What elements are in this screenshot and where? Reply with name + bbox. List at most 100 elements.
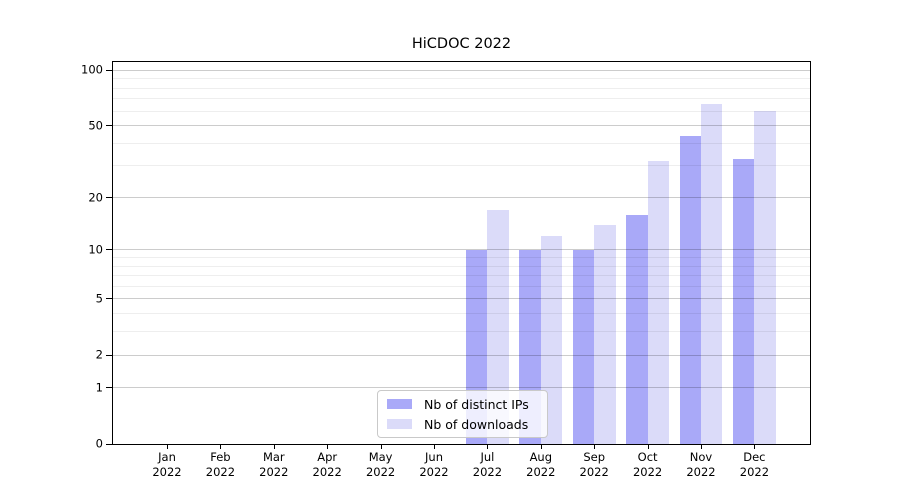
x-tick-mark [273,444,275,449]
y-gridline-minor [113,257,810,259]
y-tick-mark [106,197,113,199]
bar-distinct-ips-nov [679,135,701,444]
x-tick-month: Mar [262,450,285,464]
x-tick-year: 2022 [419,465,449,479]
y-tick-mark [106,354,113,356]
y-gridline-minor [113,265,810,267]
x-tick-label: May 2022 [351,450,411,480]
x-tick-mark [594,444,596,449]
x-tick-year: 2022 [259,465,289,479]
x-tick-mark [701,444,702,449]
legend-item-downloads: Nb of downloads [386,415,539,433]
x-tick-label: Apr 2022 [297,450,357,480]
x-tick-mark [487,444,489,449]
y-gridline-major [113,298,810,300]
bar-downloads-nov [701,103,723,444]
y-tick-label: 2 [95,347,103,362]
y-tick-label: 10 [88,242,103,257]
legend-swatch [387,419,412,429]
x-tick-label: Feb 2022 [190,450,250,480]
x-tick-month: Aug [529,450,553,464]
x-tick-year: 2022 [365,465,396,479]
y-gridline-major [113,387,810,389]
y-gridline-minor [113,98,810,100]
y-gridline-minor [113,275,810,277]
y-tick-label: 50 [88,118,103,133]
x-tick-mark [380,444,382,449]
y-gridline-minor [113,331,810,333]
x-tick-year: 2022 [739,465,770,479]
bar-downloads-jul [487,210,509,444]
x-tick-month: Jan [158,450,176,464]
x-tick-year: 2022 [632,465,663,479]
y-gridline-major [113,125,810,127]
y-gridline-minor [113,313,810,315]
y-tick-mark [106,443,113,445]
y-tick-label: 0 [95,436,103,451]
x-tick-mark [647,444,649,449]
x-tick-year: 2022 [472,465,503,479]
y-gridline-major [113,197,810,199]
y-tick-mark [106,125,113,127]
x-tick-year: 2022 [686,465,716,479]
x-tick-month: Jul [480,450,495,464]
legend: Nb of distinct IPs Nb of downloads [377,390,548,438]
x-tick-label: Jul 2022 [457,450,517,480]
y-gridline-minor [113,285,810,287]
y-gridline-minor [113,87,810,89]
y-tick-label: 5 [95,291,103,306]
x-tick-label: Nov 2022 [671,450,731,480]
y-tick-label: 100 [81,63,103,78]
x-tick-mark [434,444,435,449]
x-tick-month: May [368,450,393,464]
x-tick-label: Dec 2022 [724,450,784,480]
x-tick-label: Sep 2022 [564,450,624,480]
x-tick-label: Jan 2022 [137,450,197,480]
x-tick-label: Oct 2022 [618,450,678,480]
y-gridline-minor [113,78,810,80]
y-tick-mark [106,69,113,71]
x-tick-mark [327,444,329,449]
x-tick-month: Feb [210,450,231,464]
chart-title: HiCDOC 2022 [411,36,512,52]
bar-downloads-sep [594,224,616,444]
bar-downloads-oct [647,160,669,444]
y-gridline-major [113,354,810,356]
x-tick-label: Aug 2022 [511,450,571,480]
y-gridline-minor [113,165,810,167]
x-tick-year: 2022 [526,465,556,479]
x-tick-label: Jun 2022 [404,450,464,480]
plot-area: 0 1 2 5 10 20 50 100 Jan 2022 Feb 2022 Mar 2022 Apr 202… [81,61,811,479]
bar-downloads-dec [754,111,776,444]
x-tick-mark [167,444,168,449]
x-tick-month: Oct [637,450,658,464]
bar-distinct-ips-dec [733,158,755,444]
y-tick-mark [106,298,113,300]
x-tick-year: 2022 [579,465,609,479]
x-tick-month: Dec [743,450,766,464]
x-tick-year: 2022 [205,465,236,479]
y-tick-label: 1 [95,380,103,395]
x-tick-year: 2022 [152,465,182,479]
bar-distinct-ips-sep [572,249,595,444]
y-tick-mark [106,249,113,251]
y-gridline-major [113,69,810,71]
legend-label-downloads: Nb of downloads [424,416,529,432]
x-tick-mark [754,444,756,449]
x-tick-mark [540,444,542,449]
y-gridline-minor [113,110,810,112]
y-tick-label: 20 [88,190,103,205]
legend-label-distinct-ips: Nb of distinct IPs [424,396,529,412]
x-tick-year: 2022 [312,465,342,479]
bar-distinct-ips-oct [626,214,648,444]
x-tick-month: Apr [317,450,338,464]
x-tick-month: Nov [689,450,713,464]
y-gridline-minor [113,142,810,144]
x-tick-mark [220,444,222,449]
legend-swatch [387,399,412,409]
x-tick-month: Jun [425,450,443,464]
x-tick-label: Mar 2022 [244,450,304,480]
y-tick-mark [106,387,113,389]
x-tick-month: Sep [583,450,606,464]
